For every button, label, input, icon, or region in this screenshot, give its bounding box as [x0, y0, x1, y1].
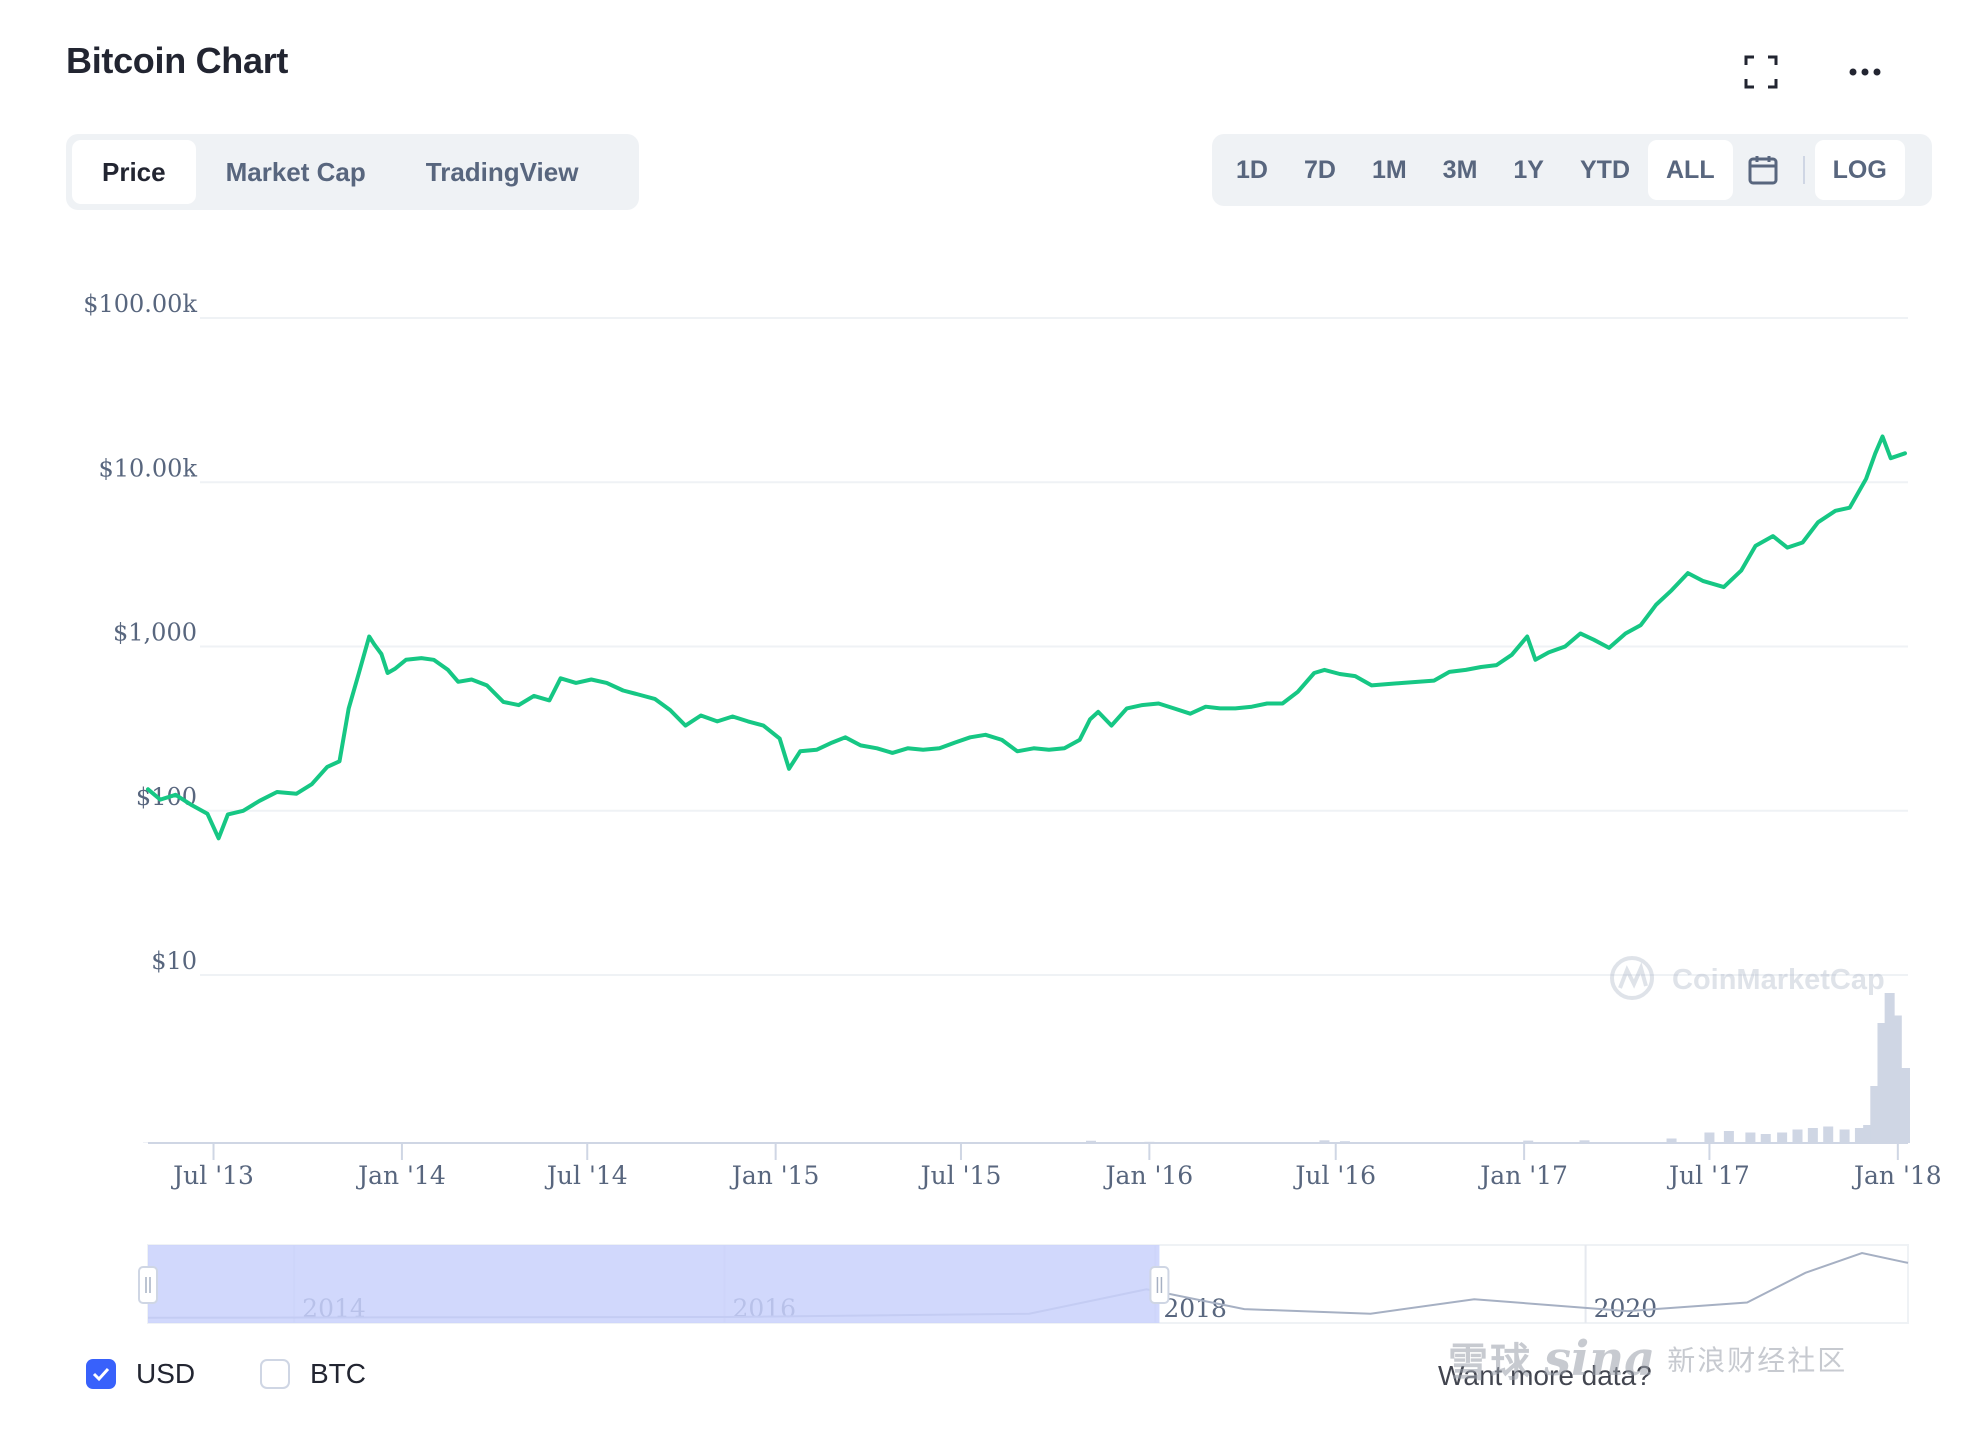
volume-bar — [1900, 1068, 1910, 1143]
range-1d-button[interactable]: 1D — [1236, 155, 1268, 184]
tab-price[interactable]: Price — [72, 140, 196, 204]
volume-bar — [1863, 1125, 1874, 1143]
range-1y-button[interactable]: 1Y — [1513, 155, 1544, 184]
x-tick-label: Jan '14 — [355, 1161, 446, 1190]
y-tick-label: $10 — [151, 947, 197, 975]
volume-bar — [1807, 1128, 1818, 1143]
navigator-handle-right[interactable] — [1149, 1266, 1170, 1304]
y-tick-label: $10.00k — [98, 454, 197, 482]
tab-tradingview[interactable]: TradingView — [425, 156, 579, 187]
coinmarketcap-watermark: CoinMarketCap — [1610, 956, 1885, 1000]
legend-btc[interactable]: BTC — [260, 1358, 366, 1390]
x-tick-label: Jan '18 — [1851, 1161, 1942, 1190]
volume-bar — [1870, 1086, 1881, 1143]
x-tick-label: Jul '16 — [1292, 1161, 1376, 1190]
calendar-icon[interactable] — [1733, 140, 1793, 200]
x-tick-label: Jan '16 — [1103, 1161, 1194, 1190]
volume-bar — [1854, 1128, 1865, 1143]
tab-market-cap[interactable]: Market Cap — [225, 156, 366, 187]
chart-actions — [1739, 50, 1887, 94]
page-title: Bitcoin Chart — [66, 40, 289, 81]
watermark-sina-sub: 新浪财经社区 — [1667, 1345, 1848, 1376]
volume-bar — [1723, 1131, 1734, 1143]
fullscreen-icon[interactable] — [1739, 50, 1783, 94]
y-tick-label: $100.00k — [83, 290, 197, 318]
watermark-xueqiu: 雪球 — [1448, 1341, 1532, 1385]
coinmarketcap-watermark-text: CoinMarketCap — [1672, 964, 1885, 996]
x-tick-label: Jul '17 — [1666, 1161, 1750, 1190]
y-tick-label: $1,000 — [113, 619, 197, 647]
time-range-selector: 1D 7D 1M 3M 1Y YTD ALL LOG — [1212, 134, 1932, 206]
usd-checkbox[interactable] — [86, 1359, 116, 1389]
legend-usd[interactable]: USD — [86, 1358, 195, 1390]
range-all-button[interactable]: ALL — [1648, 140, 1733, 200]
range-1m-button[interactable]: 1M — [1371, 155, 1407, 184]
divider — [1802, 156, 1805, 184]
volume-bar — [1891, 1015, 1902, 1143]
x-tick-label: Jan '15 — [729, 1161, 820, 1190]
x-tick-label: Jul '13 — [170, 1161, 254, 1190]
volume-bar — [1745, 1132, 1756, 1143]
range-3m-button[interactable]: 3M — [1442, 155, 1478, 184]
x-tick-label: Jul '14 — [544, 1161, 628, 1190]
volume-bar — [1792, 1129, 1803, 1143]
volume-bar — [1839, 1129, 1850, 1143]
volume-bar — [1823, 1126, 1834, 1143]
volume-bar — [1704, 1132, 1715, 1143]
volume-bar — [1884, 993, 1895, 1143]
navigator-handle-left[interactable] — [138, 1266, 158, 1304]
range-7d-button[interactable]: 7D — [1303, 155, 1336, 184]
sina-watermark: 雪球 sina 新浪财经社区 — [1448, 1330, 1847, 1388]
x-tick-label: Jul '15 — [918, 1161, 1002, 1190]
log-scale-toggle[interactable]: LOG — [1814, 140, 1905, 200]
volume-bar — [1319, 1140, 1330, 1143]
range-ytd-button[interactable]: YTD — [1580, 155, 1630, 184]
chart-type-tabs: Price Market Cap TradingView — [66, 134, 639, 210]
volume-bar — [1523, 1140, 1534, 1143]
volume-bar — [1777, 1132, 1788, 1143]
x-tick-label: Jan '17 — [1477, 1161, 1568, 1190]
btc-label: BTC — [310, 1358, 366, 1389]
volume-bar — [1086, 1140, 1097, 1143]
watermark-sina-logo: sina — [1544, 1331, 1656, 1387]
volume-bar — [1666, 1138, 1677, 1143]
volume-bar — [1579, 1140, 1590, 1143]
navigator-selection — [148, 1245, 1160, 1323]
coinmarketcap-logo-icon — [1610, 956, 1654, 1000]
volume-bar — [1877, 1023, 1888, 1143]
more-icon[interactable] — [1843, 50, 1887, 94]
more-data-link[interactable]: Want more data? — [1438, 1360, 1652, 1391]
btc-checkbox[interactable] — [260, 1359, 290, 1389]
volume-bar — [1760, 1134, 1771, 1143]
price-line-series — [146, 434, 1907, 841]
usd-label: USD — [136, 1358, 196, 1389]
